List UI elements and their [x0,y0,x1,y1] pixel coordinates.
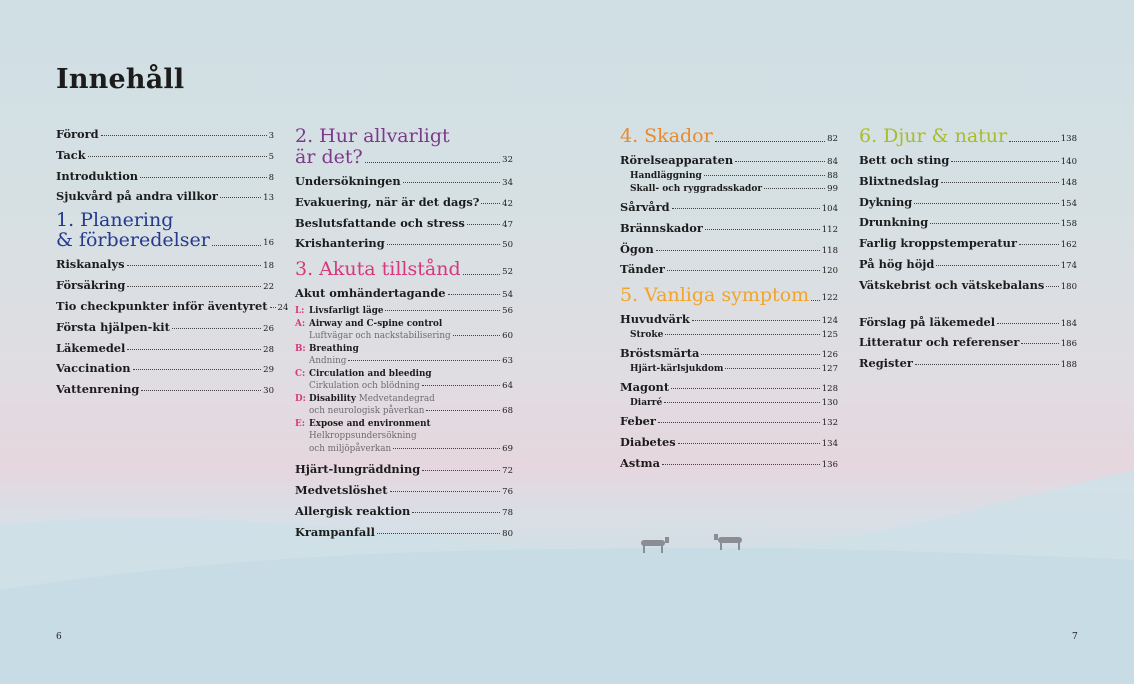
section-heading-5[interactable]: 5. Vanliga symptom 122 [620,284,838,307]
toc-entry[interactable]: Riskanalys 18 [56,257,274,272]
page-title: Innehåll [56,64,185,95]
toc-entry[interactable]: Dykning 154 [859,194,1077,209]
toc-entry[interactable]: Sårvård 104 [620,200,838,214]
toc-entry[interactable]: Förord 3 [56,127,274,141]
toc-entry[interactable]: Vattenrening 30 [56,382,274,397]
abcde-item-d[interactable]: D: Disability Medvetandegrad och neurolo… [295,393,513,417]
toc-entry[interactable]: Läkemedel 28 [56,340,274,355]
abcde-item-e[interactable]: E: Expose and environment Helkroppsunder… [295,418,513,454]
abcde-list: L: Livsfarligt läge 56 A: Airway and C-sp… [295,305,513,455]
toc-column-3: 4. Skador 82 Rörelseapparaten 84 Handläggn… [620,126,838,476]
toc-entry[interactable]: Feber 132 [620,414,838,429]
section-heading-1[interactable]: 1. Planering & förberedelser 16 [56,209,274,252]
toc-subentry[interactable]: Skall- och ryggradsskador 99 [630,184,838,194]
toc-entry[interactable]: Tänder 120 [620,262,838,277]
abcde-item-l[interactable]: L: Livsfarligt läge 56 [295,306,513,317]
abcde-item-c[interactable]: C: Circulation and bleeding Cirkulation … [295,368,513,392]
toc-entry[interactable]: Blixtnedslag 148 [859,173,1077,188]
toc-entry[interactable]: Evakuering, när är det dags? 42 [295,194,513,209]
toc-entry[interactable]: Medvetslöshet 76 [295,483,513,498]
toc-entry[interactable]: Beslutsfattande och stress 47 [295,215,513,230]
toc-entry[interactable]: Hjärt-lungräddning 72 [295,462,513,477]
section-heading-4[interactable]: 4. Skador 82 [620,125,838,147]
toc-subentry[interactable]: Stroke 125 [630,330,838,341]
toc-entry[interactable]: Astma 136 [620,455,838,470]
toc-entry[interactable]: Sjukvård på andra villkor 13 [56,189,274,204]
toc-entry[interactable]: Allergisk reaktion 78 [295,503,513,518]
page-number-right: 7 [1072,632,1078,642]
abcde-item-b[interactable]: B: Breathing Andning 63 [295,343,513,367]
toc-entry[interactable]: Tio checkpunkter inför äventyret 24 [56,298,289,313]
section-heading-2[interactable]: 2. Hur allvarligt är det? 32 [295,125,513,168]
toc-entry[interactable]: Farlig kroppstemperatur 162 [859,236,1077,251]
toc-entry[interactable]: Krampanfall 80 [295,524,513,539]
toc-entry[interactable]: Huvudvärk 124 [620,312,838,327]
section-heading-6[interactable]: 6. Djur & natur 138 [859,125,1077,147]
toc-entry[interactable]: Förslag på läkemedel 184 [859,314,1077,329]
toc-entry[interactable]: På hög höjd 174 [859,256,1077,271]
toc-entry[interactable]: Brännskador 112 [620,220,838,235]
toc-entry[interactable]: Magont 128 [620,380,838,395]
toc-entry[interactable]: Litteratur och referenser 186 [859,335,1077,350]
toc-entry[interactable]: Ögon 118 [620,241,838,256]
reindeer-right [714,534,742,550]
toc-entry[interactable]: Tack 5 [56,147,274,162]
toc-column-4: 6. Djur & natur 138 Bett och sting 140 Bli… [859,126,1077,376]
toc-entry[interactable]: Bröstsmärta 126 [620,346,838,361]
toc-entry[interactable]: Krishantering 50 [295,236,513,251]
toc-entry[interactable]: Register 188 [859,356,1077,371]
toc-subentry[interactable]: Hjärt-kärlsjukdom 127 [630,364,838,375]
toc-entry[interactable]: Vätskebrist och vätskebalans 180 [859,277,1077,292]
page-number-left: 6 [56,632,62,642]
section-heading-3[interactable]: 3. Akuta tillstånd 52 [295,258,513,281]
toc-entry[interactable]: Introduktion 8 [56,168,274,183]
toc-entry[interactable]: Akut omhändertagande 54 [295,286,513,301]
toc-entry[interactable]: Första hjälpen-kit 26 [56,319,274,334]
toc-subentry[interactable]: Handläggning 88 [630,171,838,181]
toc-entry[interactable]: Vaccination 29 [56,361,274,376]
toc-entry[interactable]: Diabetes 134 [620,435,838,450]
toc-entry[interactable]: Drunkning 158 [859,215,1077,230]
toc-entry[interactable]: Rörelseapparaten 84 [620,153,838,167]
toc-column-2: 2. Hur allvarligt är det? 32 Undersökning… [295,126,513,545]
toc-subentry[interactable]: Diarré 130 [630,398,838,409]
toc-entry[interactable]: Undersökningen 34 [295,174,513,188]
toc-entry[interactable]: Bett och sting 140 [859,153,1077,167]
toc-column-1: Förord 3 Tack 5 Introduktion 8 Sjukvård på … [56,126,289,402]
toc-entry[interactable]: Försäkring 22 [56,278,274,293]
abcde-item-a[interactable]: A: Airway and C-spine control Luftvägar … [295,318,513,342]
reindeer-left [641,537,669,553]
